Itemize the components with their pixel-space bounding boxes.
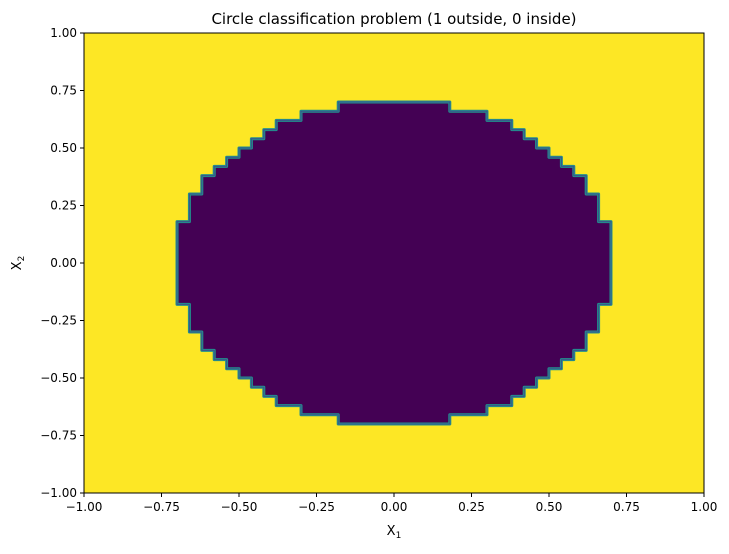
y-tick-label: 0.00 [50,256,77,270]
y-axis-label: X2 [10,256,27,271]
x-tick-label: −0.50 [221,500,258,514]
axes: −1.00 −0.75 −0.50 −0.25 0.00 0.25 0.50 0.75 1.00… [40,26,717,514]
plot-area [84,33,704,493]
x-tick-label: 0.75 [613,500,640,514]
y-tick-label: 0.25 [50,199,77,213]
y-tick-label: −1.00 [40,486,77,500]
x-tick-label: 0.25 [458,500,485,514]
region-inside [175,100,613,426]
x-tick-label: 0.00 [381,500,408,514]
x-tick-label: −1.00 [66,500,103,514]
x-tick-label: 1.00 [691,500,718,514]
x-tick-label: −0.75 [143,500,180,514]
boundary-edge [176,101,612,425]
x-tick-label: −0.25 [298,500,335,514]
y-tick-label: −0.25 [40,314,77,328]
y-tick-label: 0.50 [50,141,77,155]
chart-title: Circle classification problem (1 outside… [211,10,576,28]
y-tick-label: −0.50 [40,371,77,385]
y-tick-label: 0.75 [50,84,77,98]
x-axis-label: X1 [387,524,402,541]
y-tick-label: 1.00 [50,26,77,40]
x-tick-label: 0.50 [536,500,563,514]
y-tick-label: −0.75 [40,429,77,443]
